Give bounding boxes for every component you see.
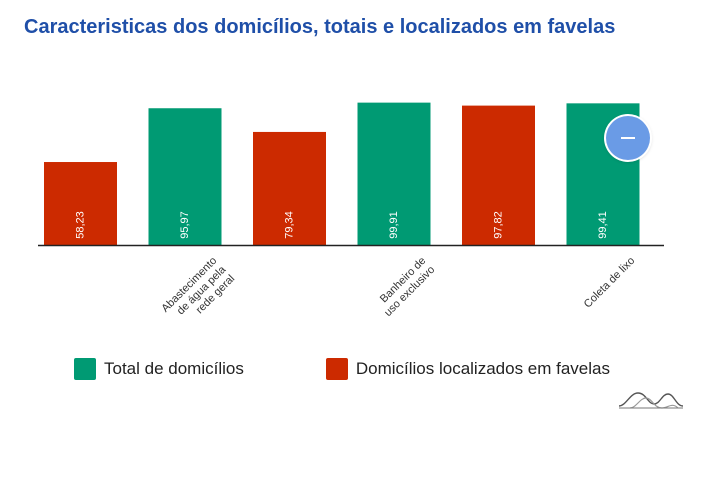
bar-2[interactable] [148, 108, 222, 245]
bar-5[interactable] [462, 105, 535, 245]
bar-1[interactable] [44, 162, 117, 245]
legend-item-favelas[interactable]: Domicílios localizados em favelas [325, 358, 610, 380]
legend-swatch-favelas [325, 358, 348, 380]
x-tick-label-2: Banheiro deuso exclusivo [373, 255, 437, 319]
bar-value-label-6: 99,41 [597, 211, 609, 239]
bar-value-label-4: 99,91 [388, 211, 400, 239]
minus-icon [621, 137, 635, 139]
x-tick-label-1: Abastecimentode água pelarede geral [159, 254, 237, 332]
waves-logo-icon [618, 392, 684, 409]
bar-value-label-1: 58,23 [75, 211, 87, 239]
bar-value-label-3: 79,34 [284, 211, 296, 239]
legend: Total de domicílios Domicílios localizad… [74, 358, 692, 380]
x-tick-label-3: Coleta de lixo [582, 255, 638, 311]
bar-3[interactable] [253, 131, 326, 245]
legend-swatch-total [74, 358, 96, 380]
legend-item-total[interactable]: Total de domicílios [74, 358, 244, 380]
bar-value-label-2: 95,97 [179, 211, 191, 239]
bar-4[interactable] [357, 102, 431, 245]
legend-label-favelas: Domicílios localizados em favelas [355, 359, 610, 378]
legend-label-total: Total de domicílios [104, 359, 244, 378]
bar-value-label-5: 97,82 [493, 211, 505, 239]
collapse-button[interactable] [606, 116, 650, 160]
chart-title: Caracteristicas dos domicílios, totais e… [24, 16, 616, 38]
